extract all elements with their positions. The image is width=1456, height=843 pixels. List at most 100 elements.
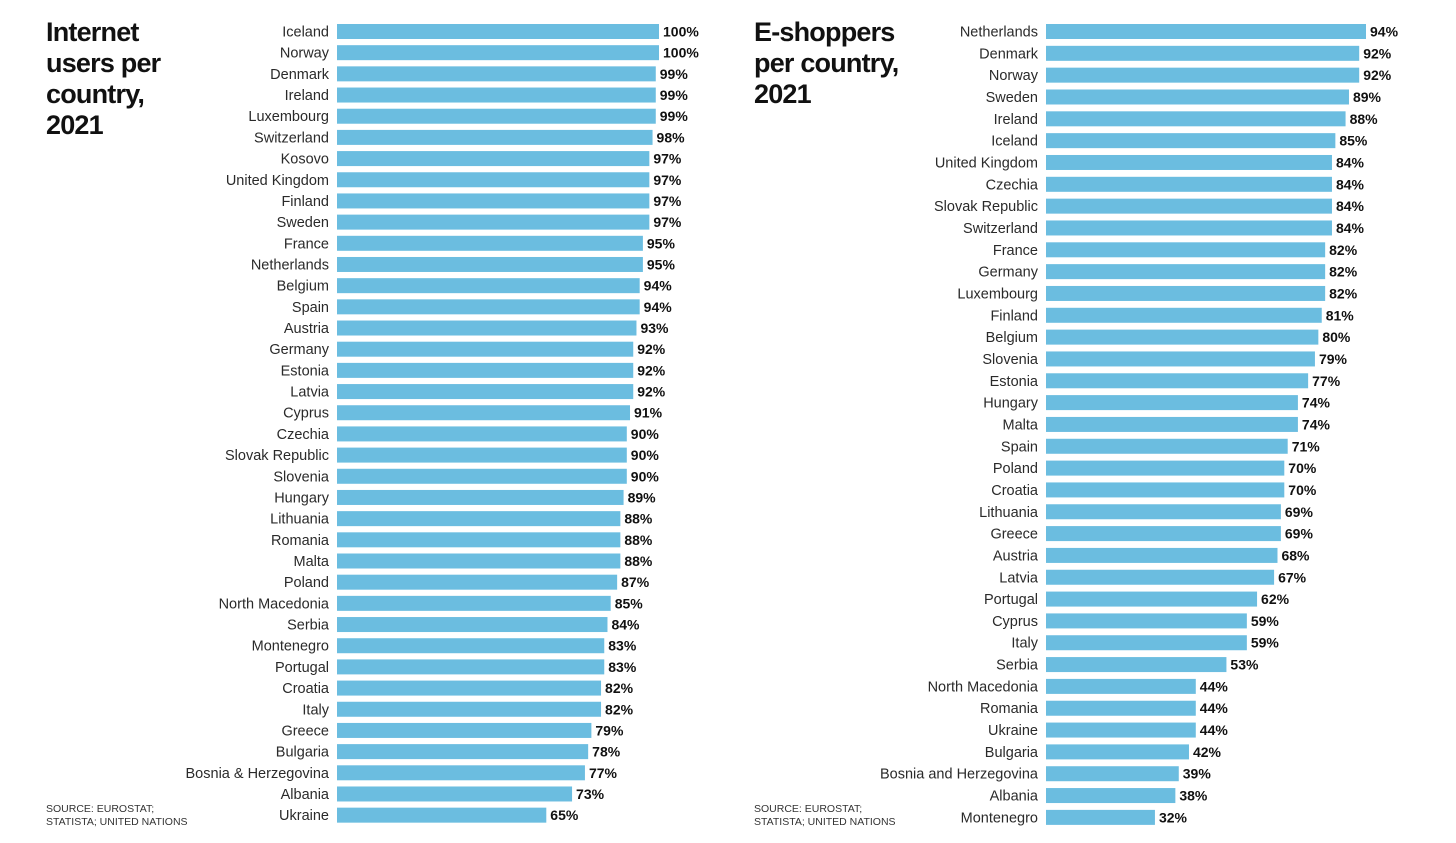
bar — [1046, 635, 1247, 651]
bar — [337, 722, 592, 738]
value-label: 59% — [1251, 635, 1280, 651]
category-label: Portugal — [984, 592, 1038, 608]
value-label: 62% — [1261, 591, 1290, 607]
bar — [337, 341, 634, 357]
value-label: 44% — [1200, 700, 1229, 716]
value-label: 92% — [637, 341, 666, 357]
value-label: 77% — [1312, 373, 1341, 389]
title-line: country, — [46, 79, 145, 109]
value-label: 85% — [1339, 133, 1368, 149]
category-label: Germany — [269, 342, 329, 358]
value-label: 97% — [653, 214, 682, 230]
value-label: 90% — [631, 468, 660, 484]
value-label: 44% — [1200, 722, 1229, 738]
value-label: 84% — [1336, 220, 1365, 236]
value-label: 80% — [1322, 329, 1351, 345]
value-label: 70% — [1288, 460, 1317, 476]
value-label: 74% — [1302, 395, 1331, 411]
category-label: Serbia — [287, 618, 330, 634]
bar — [337, 807, 547, 823]
bar — [1046, 657, 1227, 673]
bar — [1046, 67, 1360, 83]
bar — [1046, 766, 1179, 782]
value-label: 97% — [653, 172, 682, 188]
category-label: Italy — [302, 702, 329, 718]
category-label: Netherlands — [960, 25, 1038, 41]
bar — [337, 45, 659, 61]
value-label: 59% — [1251, 613, 1280, 629]
value-label: 90% — [631, 426, 660, 442]
title-line: 2021 — [754, 79, 812, 109]
bar — [337, 320, 637, 336]
category-label: Switzerland — [963, 221, 1038, 237]
bar — [337, 172, 650, 188]
bar — [1046, 504, 1281, 520]
bar — [337, 638, 605, 654]
bar — [337, 24, 659, 39]
internet-users-title: Internet users per country, 2021 — [46, 17, 196, 141]
bar — [337, 511, 621, 527]
bar — [1046, 176, 1332, 192]
category-label: Iceland — [282, 25, 329, 41]
category-label: Finland — [990, 308, 1038, 324]
category-label: Poland — [284, 575, 329, 591]
category-label: Malta — [1003, 417, 1039, 433]
value-label: 82% — [1329, 242, 1358, 258]
bar — [337, 532, 621, 548]
value-label: 39% — [1183, 766, 1212, 782]
category-label: Italy — [1011, 636, 1038, 652]
category-label: Belgium — [277, 279, 329, 295]
category-label: Spain — [292, 300, 329, 316]
category-label: Latvia — [999, 570, 1039, 586]
bar — [337, 701, 602, 717]
category-label: Hungary — [274, 490, 330, 506]
bar — [1046, 700, 1196, 716]
value-label: 87% — [621, 574, 650, 590]
category-label: Croatia — [282, 681, 330, 697]
value-label: 91% — [634, 405, 663, 421]
value-label: 65% — [550, 807, 579, 823]
category-label: Bulgaria — [985, 745, 1039, 761]
bar — [337, 384, 634, 400]
category-label: Denmark — [979, 46, 1039, 62]
bar — [1046, 351, 1315, 367]
category-label: Iceland — [991, 134, 1038, 150]
value-label: 88% — [1350, 111, 1379, 127]
title-line: users per — [46, 48, 161, 78]
value-label: 88% — [624, 553, 653, 569]
category-label: North Macedonia — [928, 679, 1039, 695]
value-label: 88% — [624, 532, 653, 548]
bar — [1046, 569, 1275, 585]
bar — [337, 193, 650, 209]
value-label: 85% — [615, 595, 644, 611]
category-label: Slovak Republic — [225, 448, 329, 464]
bar — [1046, 722, 1196, 738]
e-shoppers-panel: E-shoppers per country, 2021 Netherlands… — [728, 0, 1456, 843]
value-label: 74% — [1302, 416, 1331, 432]
category-label: Czechia — [277, 427, 330, 443]
title-line: E-shoppers — [754, 17, 895, 47]
e-shoppers-bar-chart: Netherlands 94% Denmark 92% Norway 92% Sweden 8… — [880, 24, 1399, 827]
bar — [1046, 220, 1332, 236]
value-label: 92% — [637, 384, 666, 400]
value-label: 100% — [663, 45, 699, 61]
category-label: Montenegro — [961, 810, 1038, 826]
value-label: 32% — [1159, 809, 1188, 825]
bar — [1046, 678, 1196, 694]
e-shoppers-source: SOURCE: EUROSTAT; STATISTA; UNITED NATIO… — [754, 803, 914, 829]
value-label: 81% — [1326, 307, 1355, 323]
source-line: STATISTA; UNITED NATIONS — [754, 816, 896, 828]
bar — [337, 553, 621, 569]
category-label: Poland — [993, 461, 1038, 477]
category-label: Malta — [294, 554, 330, 570]
bar — [1046, 416, 1298, 432]
value-label: 42% — [1193, 744, 1222, 760]
category-label: Estonia — [990, 374, 1039, 390]
category-label: Austria — [993, 548, 1039, 564]
category-label: Albania — [281, 787, 330, 803]
bar — [337, 151, 650, 167]
category-label: United Kingdom — [935, 155, 1038, 171]
category-label: Lithuania — [979, 505, 1039, 521]
value-label: 93% — [640, 320, 669, 336]
category-label: Slovak Republic — [934, 199, 1038, 215]
